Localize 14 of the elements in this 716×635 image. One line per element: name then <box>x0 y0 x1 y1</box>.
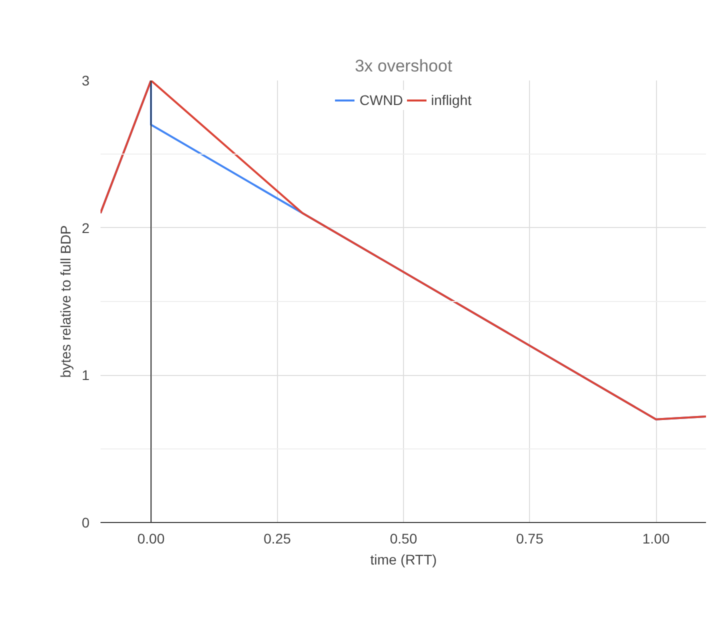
y-tick-label: 0 <box>82 514 90 530</box>
y-tick-label: 3 <box>82 72 90 88</box>
chart-title: 3x overshoot <box>354 56 452 76</box>
y-tick-label: 2 <box>82 220 90 236</box>
x-tick-label: 1.00 <box>642 530 670 546</box>
x-tick-label: 0.50 <box>390 530 418 546</box>
y-tick-label: 1 <box>82 367 90 384</box>
x-axis-title: time (RTT) <box>370 552 437 568</box>
x-tick-label: 0.75 <box>516 530 544 546</box>
legend-label: CWND <box>359 92 404 108</box>
y-axis-title: bytes relative to full BDP <box>58 225 74 378</box>
x-tick-label: 0.25 <box>264 530 292 546</box>
legend-label: inflight <box>431 92 472 108</box>
x-tick-label: 0.00 <box>137 530 165 546</box>
